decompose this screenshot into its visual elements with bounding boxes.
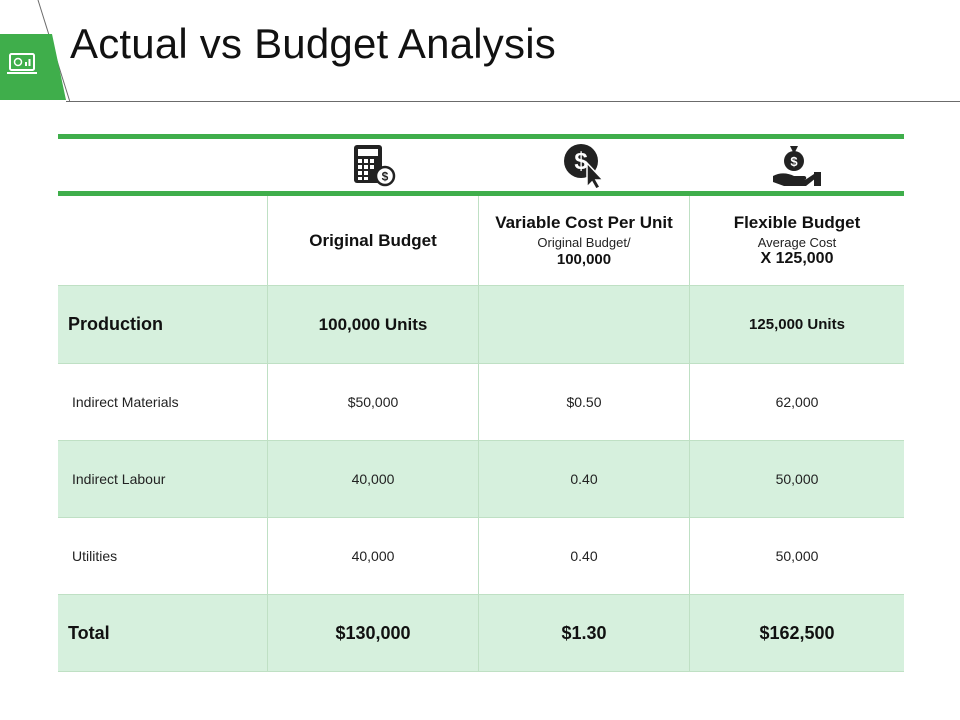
header-empty [58, 196, 268, 285]
production-row: Production 100,000 Units 125,000 Units [58, 286, 904, 364]
production-original-cell: 100,000 Units [268, 286, 479, 363]
header-flexible-sub1: Average Cost [757, 235, 837, 250]
title-divider [66, 101, 960, 102]
row-label-cell: Indirect Labour [58, 441, 268, 517]
page-title: Actual vs Budget Analysis [70, 20, 556, 67]
row-original-cell: 40,000 [268, 518, 479, 594]
row-original: 40,000 [351, 471, 395, 487]
row-original-cell: 40,000 [268, 441, 479, 517]
dollar-cursor-icon: $ [563, 144, 605, 189]
table-row: Indirect Labour 40,000 0.40 50,000 [58, 441, 904, 518]
svg-text:$: $ [381, 170, 388, 184]
table-row: Indirect Materials $50,000 $0.50 62,000 [58, 364, 904, 441]
row-label: Indirect Labour [72, 471, 166, 487]
budget-table: $ $ $ Original Budget Variable [58, 134, 904, 672]
header-variable-title: Variable Cost Per Unit [495, 213, 673, 232]
header-row: Original Budget Variable Cost Per Unit O… [58, 196, 904, 286]
row-variable-cell: $0.50 [479, 364, 690, 440]
total-label: Total [68, 622, 110, 643]
row-label: Utilities [72, 548, 118, 564]
calculator-dollar-icon: $ [353, 145, 395, 187]
money-bag-hand-icon: $ [773, 146, 821, 186]
laptop-chart-icon [7, 53, 37, 74]
icon-cell-original: $ [268, 139, 479, 191]
header-variable-sub2: 100,000 [556, 251, 612, 268]
icon-band: $ $ $ [58, 134, 904, 196]
row-flexible-cell: 50,000 [690, 441, 904, 517]
icon-cell-flexible: $ [690, 139, 904, 191]
production-flexible: 125,000 Units [749, 316, 845, 333]
svg-text:$: $ [790, 154, 798, 169]
row-flexible-cell: 50,000 [690, 518, 904, 594]
row-label-cell: Indirect Materials [58, 364, 268, 440]
row-label-cell: Utilities [58, 518, 268, 594]
row-original: 40,000 [351, 548, 395, 564]
total-variable-cell: $1.30 [479, 595, 690, 671]
total-row: Total $130,000 $1.30 $162,500 [58, 595, 904, 672]
header-original-label: Original Budget [309, 230, 437, 250]
table-row: Utilities 40,000 0.40 50,000 [58, 518, 904, 595]
total-label-cell: Total [58, 595, 268, 671]
row-original: $50,000 [347, 394, 399, 410]
production-label-cell: Production [58, 286, 268, 363]
icon-cell-variable: $ [479, 139, 690, 191]
production-label: Production [68, 314, 163, 334]
total-original-cell: $130,000 [268, 595, 479, 671]
row-variable: 0.40 [570, 548, 598, 564]
header-variable: Variable Cost Per Unit Original Budget/ … [479, 196, 690, 285]
production-flexible-cell: 125,000 Units [690, 286, 904, 363]
row-variable-cell: 0.40 [479, 441, 690, 517]
total-variable: $1.30 [561, 622, 607, 643]
row-variable-cell: 0.40 [479, 518, 690, 594]
header-original: Original Budget [268, 196, 479, 285]
corner-tab [0, 0, 70, 102]
icon-band-empty [58, 139, 268, 191]
header-flexible-sub2: X 125,000 [760, 250, 834, 267]
production-original: 100,000 Units [318, 314, 428, 334]
total-flexible: $162,500 [759, 622, 835, 643]
row-label: Indirect Materials [72, 394, 179, 410]
production-variable-cell [479, 286, 690, 363]
row-variable: 0.40 [570, 471, 598, 487]
row-flexible: 50,000 [775, 471, 819, 487]
row-flexible-cell: 62,000 [690, 364, 904, 440]
row-flexible: 50,000 [775, 548, 819, 564]
header-flexible: Flexible Budget Average Cost X 125,000 [690, 196, 904, 285]
row-flexible: 62,000 [775, 394, 819, 410]
header-flexible-title: Flexible Budget [733, 213, 861, 232]
svg-text:$: $ [574, 148, 588, 175]
total-flexible-cell: $162,500 [690, 595, 904, 671]
total-original: $130,000 [335, 622, 411, 643]
row-variable: $0.50 [566, 394, 602, 410]
row-original-cell: $50,000 [268, 364, 479, 440]
header-variable-sub1: Original Budget/ [537, 235, 631, 250]
